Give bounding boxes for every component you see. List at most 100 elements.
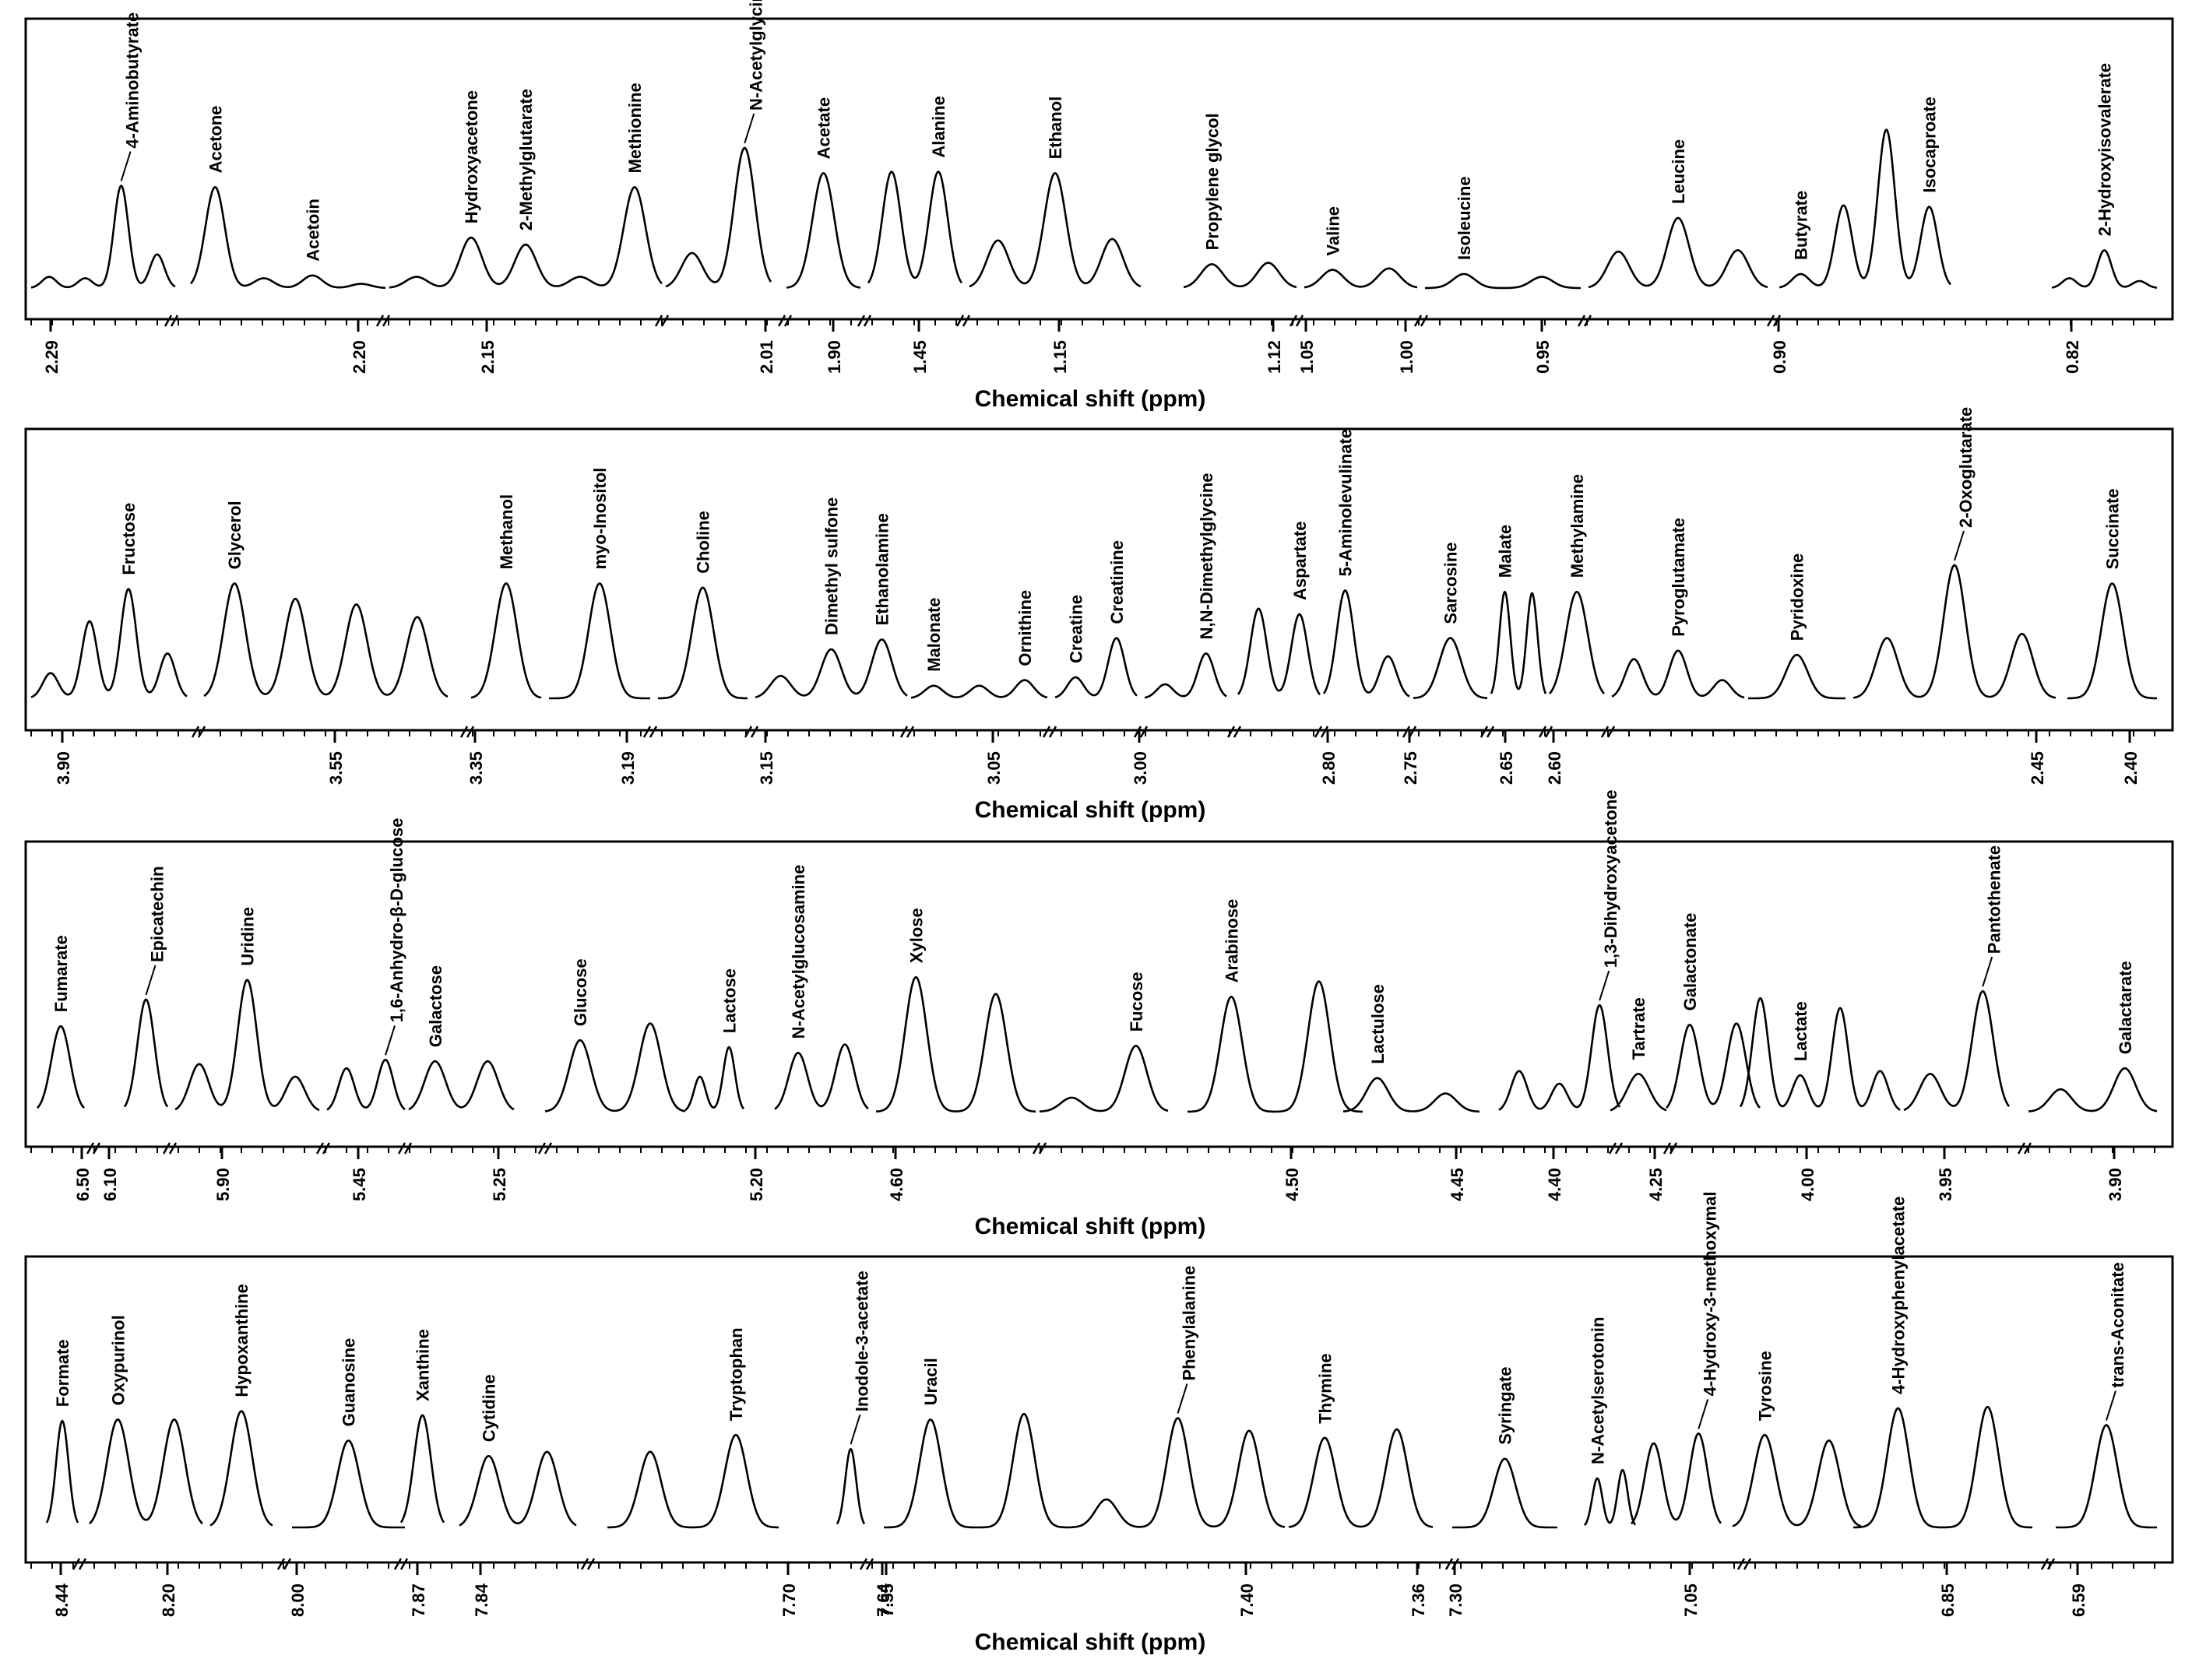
spectrum-trace: [544, 1022, 686, 1112]
axis-break-mark: [580, 1558, 596, 1570]
peak-label: Lactate: [1791, 1001, 1810, 1061]
tick-label: 7.05: [1681, 1583, 1701, 1617]
axis-break-mark: [164, 315, 179, 327]
peak-label: Methanol: [497, 494, 516, 570]
spectrum-trace: [470, 582, 542, 699]
peak-label: Acetone: [206, 106, 225, 174]
peak-label: Lactulose: [1368, 984, 1388, 1064]
peak-label: Propylene glycol: [1202, 113, 1222, 250]
peak-label: Ornithine: [1015, 590, 1035, 666]
spectrum-trace: [1413, 637, 1488, 700]
peak-label: Choline: [694, 511, 713, 574]
tick-label: 1.12: [1265, 340, 1284, 374]
axis-break-mark: [191, 726, 206, 738]
panel-frame: [24, 840, 2174, 1148]
peak-label: Epicatechin: [148, 866, 167, 962]
peak-label: Glucose: [571, 958, 590, 1026]
peak-label: Pantothenate: [1984, 845, 2004, 954]
axis-break-mark: [315, 1142, 331, 1155]
peak-label: Pyroglutamate: [1669, 518, 1688, 637]
peak-label: Galactonate: [1680, 912, 1700, 1010]
peak-label: 4-Hydroxyphenylacetate: [1889, 1197, 1909, 1394]
spectrum-trace: [1666, 1022, 1761, 1109]
spectrum-trace: [1549, 590, 1605, 694]
peak-label: Uracil: [921, 1358, 941, 1405]
tick-label: 8.20: [159, 1583, 178, 1617]
leader-line: [1698, 1399, 1709, 1429]
spectrum-trace: [292, 1439, 405, 1529]
peak-label: N,N-Dimethylglycine: [1197, 473, 1216, 639]
tick-label: 3.00: [1131, 751, 1150, 785]
spectrum-trace: [1588, 216, 1768, 289]
peak-label: Malonate: [924, 597, 944, 671]
tick-label: 2.75: [1401, 751, 1420, 785]
peak-label: Cytidine: [480, 1374, 499, 1442]
tick-label: 7.84: [472, 1583, 491, 1617]
panel-frame: [24, 427, 2174, 732]
panel-frame: [24, 1255, 2174, 1564]
tick-label: 7.30: [1446, 1583, 1465, 1617]
peak-label: Pyridoxine: [1788, 554, 1807, 641]
peak-label: Aspartate: [1290, 522, 1310, 600]
leader-line: [1599, 970, 1610, 1001]
axis-break-mark: [459, 726, 475, 738]
tick-label: 2.60: [1545, 751, 1564, 785]
spectrum-trace: [1498, 1003, 1621, 1111]
spectrum-trace: [174, 979, 320, 1112]
tick-label: 3.35: [466, 751, 486, 785]
spectrum-panel-2: 3.90 3.55 3.35 3.19 3.15 3.05 3.00 2.80 2.75 2.65…: [24, 407, 2174, 823]
spectrum-trace: [2067, 582, 2157, 700]
axis-break-mark: [1226, 726, 1242, 738]
peak-label: Isoleucine: [1455, 176, 1474, 260]
peak-label: Xanthine: [413, 1329, 433, 1401]
spectrum-trace: [326, 1059, 406, 1111]
peak-label: Arabinose: [1222, 899, 1241, 983]
spectrum-trace: [658, 586, 748, 700]
peak-label: Tryptophan: [727, 1327, 746, 1421]
axis-break-mark: [1042, 726, 1057, 738]
peak-label: Tyrosine: [1755, 1351, 1775, 1421]
panel-frame: [24, 17, 2174, 321]
leader-line: [744, 113, 755, 144]
axis-break-mark: [899, 726, 915, 738]
tick-label: 3.90: [54, 751, 73, 785]
axis-break-mark: [72, 1558, 87, 1570]
spectrum-trace: [2028, 1067, 2158, 1112]
tick-label: 5.25: [490, 1168, 509, 1201]
peak-label: trans-Aconitate: [2108, 1262, 2127, 1387]
spectrum-trace: [1342, 1077, 1480, 1113]
tick-label: 2.29: [42, 340, 62, 374]
peak-label: Glycerol: [225, 501, 245, 569]
tick-label: 8.00: [288, 1583, 308, 1617]
tick-label: 4.45: [1448, 1168, 1467, 1201]
axis-break-mark: [1480, 726, 1495, 738]
spectrum-trace: [190, 186, 386, 290]
axis-break-mark: [2017, 1142, 2032, 1155]
tick-label: 3.55: [326, 751, 346, 785]
axis-break-mark: [1662, 1142, 1678, 1155]
spectrum-trace: [1853, 1406, 2032, 1529]
x-axis-label: Chemical shift (ppm): [975, 1629, 1206, 1655]
axis-break-mark: [1600, 726, 1616, 738]
peak-label: Acetoin: [303, 199, 322, 262]
peak-label: Creatinine: [1107, 540, 1127, 624]
peak-label: Valine: [1323, 206, 1342, 256]
spectrum-trace: [203, 582, 449, 698]
spectrum-trace: [1903, 989, 2011, 1112]
tick-label: 0.90: [1770, 340, 1789, 374]
tick-label: 7.40: [1237, 1583, 1257, 1617]
tick-label: 6.59: [2069, 1583, 2088, 1617]
tick-label: 6.50: [73, 1168, 93, 1201]
leader-line: [2106, 1390, 2116, 1421]
tick-label: 4.00: [1798, 1168, 1817, 1201]
leader-line: [850, 1414, 861, 1445]
tick-label: 5.90: [213, 1168, 233, 1201]
peak-label: 2-Hydroxyisovalerate: [2095, 63, 2115, 237]
spectrum-trace: [549, 582, 650, 700]
axis-break-mark: [642, 726, 658, 738]
spectrum-trace: [399, 1414, 445, 1524]
spectrum-trace: [684, 1046, 745, 1112]
tick-label: 0.82: [2063, 340, 2082, 374]
spectrum-trace: [1183, 262, 1297, 289]
tick-label: 6.85: [1938, 1583, 1958, 1617]
